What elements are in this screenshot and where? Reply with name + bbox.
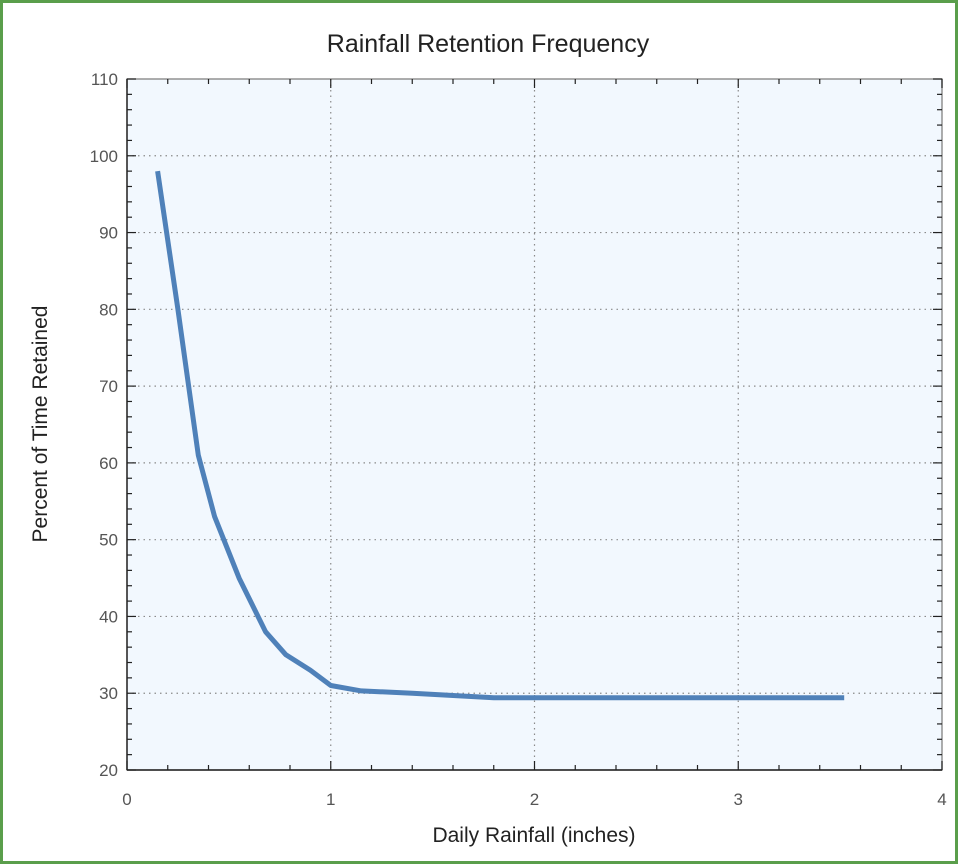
axis-ticks	[126, 78, 943, 771]
y-tick-label: 40	[99, 607, 118, 626]
y-tick-label: 100	[90, 147, 118, 166]
y-tick-label: 90	[99, 224, 118, 243]
x-tick-label: 4	[937, 790, 946, 809]
x-tick-label: 0	[122, 790, 131, 809]
y-tick-label: 80	[99, 300, 118, 319]
x-tick-label: 3	[734, 790, 743, 809]
y-tick-label: 30	[99, 684, 118, 703]
x-axis-label: Daily Rainfall (inches)	[432, 824, 635, 847]
y-tick-label: 60	[99, 454, 118, 473]
plot-area	[126, 78, 943, 771]
series-line	[155, 170, 845, 701]
grid	[127, 79, 942, 770]
y-tick-label: 20	[99, 761, 118, 780]
y-tick-label: 50	[99, 531, 118, 550]
tick-labels: 0 1 2 3 4 20 30 40 50 60 70 80 90 100 110	[90, 70, 947, 809]
chart-title: Rainfall Retention Frequency	[327, 30, 650, 58]
y-axis-label: Percent of Time Retained	[29, 306, 52, 543]
y-tick-label: 70	[99, 377, 118, 396]
series	[155, 170, 845, 701]
x-tick-label: 1	[326, 790, 335, 809]
x-tick-label: 2	[530, 790, 539, 809]
y-tick-label: 110	[91, 70, 118, 89]
